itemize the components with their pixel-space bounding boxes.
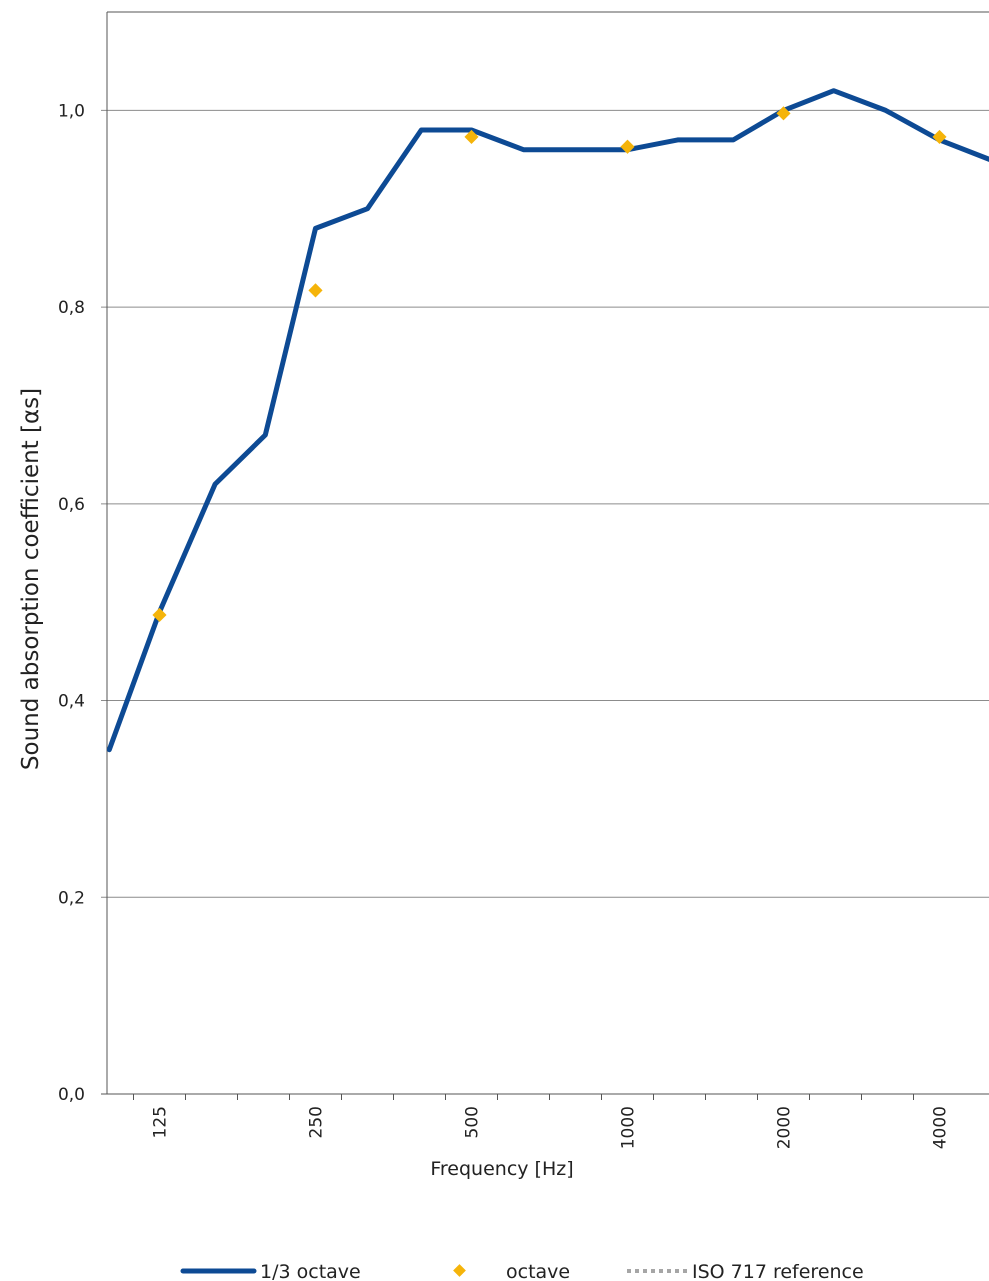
y-tick-label: 0,0 [58, 1085, 85, 1105]
octave-marker [152, 607, 167, 623]
octave-marker [932, 129, 947, 144]
series-line-1-3-octave [107, 88, 989, 753]
x-tick-label: 4000 [931, 1106, 951, 1149]
octave-marker [776, 106, 791, 121]
y-tick-label: 0,4 [58, 692, 85, 712]
y-tick-label: 1,0 [58, 101, 85, 121]
y-axis-title: Sound absorption coefficient [αs] [18, 388, 44, 770]
octave-marker [308, 283, 323, 298]
legend-swatch-octave [453, 1264, 466, 1277]
legend-item-octave: octave [453, 1261, 570, 1281]
y-tick-label: 0,8 [58, 298, 85, 318]
x-tick-labels: 125 250 500 1000 2000 4000 [151, 1106, 951, 1149]
x-tick-label: 2000 [775, 1106, 795, 1149]
legend-item-iso-717-reference: ISO 717 reference [627, 1261, 864, 1281]
gridlines [101, 109, 989, 1095]
x-tick-label: 500 [463, 1106, 483, 1138]
axes [101, 11, 989, 1100]
y-tick-label: 0,6 [58, 495, 85, 515]
x-tick-label: 125 [151, 1106, 171, 1138]
octave-marker [620, 139, 635, 154]
x-tick-label: 1000 [619, 1106, 639, 1149]
y-tick-labels: 0,0 0,2 0,4 0,6 0,8 1,0 [58, 101, 85, 1105]
series [107, 88, 989, 753]
y-tick-label: 0,2 [58, 888, 85, 908]
legend-item-1-3-octave: 1/3 octave [180, 1261, 361, 1281]
legend-label-iso-717-reference: ISO 717 reference [692, 1261, 864, 1281]
legend-label-octave: octave [506, 1261, 570, 1281]
x-axis-title: Frequency [Hz] [430, 1158, 573, 1180]
x-tick-label: 250 [307, 1106, 327, 1138]
legend-label-1-3-octave: 1/3 octave [260, 1261, 361, 1281]
octave-marker [464, 129, 479, 144]
legend: 1/3 octave octave ISO 717 reference [180, 1261, 864, 1281]
